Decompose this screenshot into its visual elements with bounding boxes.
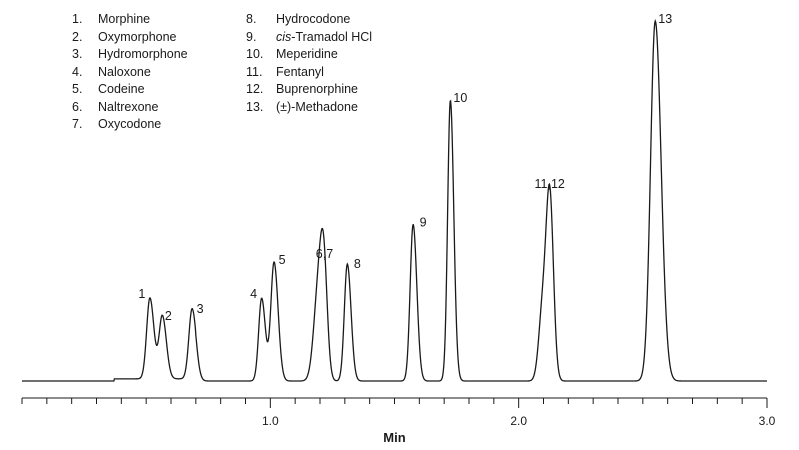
peak-label: 2	[165, 309, 172, 323]
legend-item-name: Codeine	[98, 82, 145, 96]
legend-item-number: 12.	[246, 82, 264, 96]
legend-item-number: 3.	[72, 47, 83, 61]
legend-item-name: Meperidine	[276, 47, 338, 61]
legend-item-number: 5.	[72, 82, 83, 96]
x-tick-label: 1.0	[262, 414, 279, 428]
x-axis: 1.0 2.0 3.0	[21, 397, 776, 428]
legend-item-name: cis-Tramadol HCl	[276, 29, 373, 44]
legend-item: 8. Hydrocodone	[246, 12, 350, 26]
legend-item: 6. Naltrexone	[72, 100, 158, 114]
peak-label: 9	[420, 215, 427, 229]
legend-item-name: (±)-Methadone	[276, 99, 358, 114]
legend-item: 10. Meperidine	[246, 47, 338, 61]
legend-item-number: 4.	[72, 64, 83, 79]
legend-item-number: 6.	[72, 99, 83, 114]
peak-label: 11,12	[535, 177, 565, 191]
peak-label: 4	[250, 287, 257, 301]
legend-item-name: Morphine	[98, 12, 151, 26]
legend-item-number: 13.	[246, 99, 264, 114]
legend-item-name: Fentanyl	[276, 64, 324, 79]
legend-item-number: 11.	[246, 64, 263, 79]
x-tick-label: 2.0	[510, 414, 527, 428]
legend-item: 4. Naloxone	[72, 65, 151, 79]
peak-label: 10	[453, 91, 467, 105]
legend-item: 12. Buprenorphine	[246, 82, 358, 96]
chromatogram-trace	[22, 18, 767, 382]
legend-item-name: Naltrexone	[98, 99, 159, 114]
legend-item-number: 9.	[246, 29, 257, 44]
x-axis-title: Min	[383, 430, 405, 445]
legend-item-number: 1.	[72, 12, 83, 26]
peak-label: 3	[197, 302, 204, 316]
legend-item: 1. Morphine	[72, 12, 150, 26]
legend-item: 5. Codeine	[72, 82, 145, 96]
peak-label: 5	[279, 253, 286, 267]
legend-item-number: 10.	[246, 47, 264, 61]
legend-item: 9. cis-Tramadol HCl	[246, 30, 372, 44]
legend-item-name: Oxycodone	[98, 117, 162, 131]
legend-item: 13. (±)-Methadone	[246, 100, 358, 114]
legend-item-number: 8.	[246, 12, 257, 26]
legend-item: 2. Oxymorphone	[72, 30, 177, 44]
legend-item-name: Oxymorphone	[98, 29, 177, 44]
legend-item-number: 7.	[72, 117, 83, 131]
peak-label: 8	[354, 257, 361, 271]
peak-label: 13	[658, 12, 672, 26]
chromatogram-trace-group	[22, 18, 767, 382]
legend-item: 11. Fentanyl	[246, 65, 324, 79]
peak-labels: 1 2 3 4 5 6,7 8 9 10 11,12 13	[138, 12, 672, 323]
legend-item: 7. Oxycodone	[72, 117, 161, 131]
x-tick-label: 3.0	[759, 414, 776, 428]
legend-item-number: 2.	[72, 29, 83, 44]
legend-item-name: Buprenorphine	[276, 82, 359, 96]
legend-item-name: Hydromorphone	[98, 47, 188, 61]
legend-item: 3. Hydromorphone	[72, 47, 188, 61]
legend-item-name: Naloxone	[98, 64, 151, 79]
legend-item-name: Hydrocodone	[276, 12, 351, 26]
peak-label: 1	[138, 287, 145, 301]
peak-label: 6,7	[316, 247, 333, 261]
